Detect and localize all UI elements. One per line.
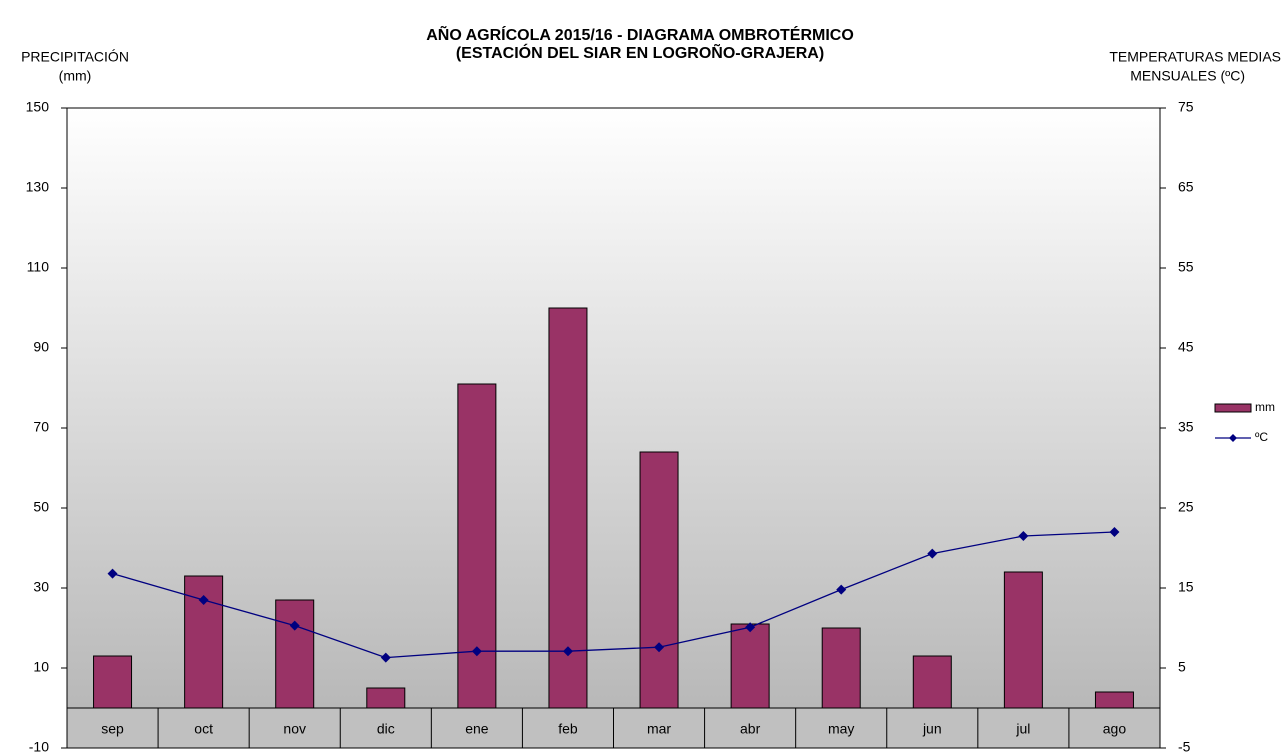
bar xyxy=(366,687,406,709)
bar xyxy=(639,451,679,709)
y-tick-label: 90 xyxy=(33,339,49,355)
bar xyxy=(1094,691,1134,709)
y-tick-label: 30 xyxy=(33,579,49,595)
marker xyxy=(198,595,209,605)
bar xyxy=(548,307,588,709)
y2-tick-label: 35 xyxy=(1178,419,1194,435)
marker xyxy=(654,642,665,653)
bar xyxy=(821,627,861,709)
x-tick-label: dic xyxy=(377,721,395,737)
x-tick-label: oct xyxy=(194,721,213,737)
legend-label: mm xyxy=(1255,400,1275,414)
y-tick-label: 150 xyxy=(26,99,50,115)
x-tick-label: abr xyxy=(740,721,761,737)
marker xyxy=(107,568,118,579)
y-axis-title: PRECIPITACIÓN xyxy=(21,49,129,65)
x-tick-label: ago xyxy=(1103,721,1127,737)
y2-tick-label: 65 xyxy=(1178,179,1194,195)
chart-title: AÑO AGRÍCOLA 2015/16 - DIAGRAMA OMBROTÉR… xyxy=(426,24,854,44)
y2-tick-label: 75 xyxy=(1178,99,1194,115)
bar xyxy=(457,383,497,709)
marker xyxy=(836,584,847,595)
marker xyxy=(471,646,482,657)
x-tick-label: nov xyxy=(283,721,306,737)
legend-marker xyxy=(1229,434,1237,442)
marker xyxy=(562,646,573,657)
y2-axis-title: TEMPERATURAS MEDIAS xyxy=(1109,49,1281,65)
y2-axis-title: MENSUALES (ºC) xyxy=(1130,68,1245,84)
y-tick-label: 70 xyxy=(33,419,49,435)
marker xyxy=(380,652,391,663)
marker xyxy=(927,548,938,559)
x-tick-label: ene xyxy=(465,721,489,737)
legend-swatch xyxy=(1214,403,1252,413)
line xyxy=(112,531,1115,659)
y-tick-label: 110 xyxy=(27,259,50,275)
x-tick-label: may xyxy=(828,721,854,737)
y2-tick-label: 15 xyxy=(1178,579,1194,595)
bar xyxy=(275,599,315,709)
y2-tick-label: 45 xyxy=(1178,339,1194,355)
bar xyxy=(730,623,770,709)
x-tick-label: jul xyxy=(1015,721,1030,737)
marker xyxy=(1109,527,1120,537)
x-tick-label: jun xyxy=(922,721,942,737)
bar xyxy=(912,655,952,709)
y-tick-label: 10 xyxy=(33,659,49,675)
chart-subtitle: (ESTACIÓN DEL SIAR EN LOGROÑO-GRAJERA) xyxy=(456,42,824,62)
y2-tick-label: 5 xyxy=(1178,659,1186,675)
marker xyxy=(289,620,300,631)
x-tick-label: sep xyxy=(101,721,124,737)
marker xyxy=(1018,531,1029,541)
bar xyxy=(1003,571,1043,709)
y-axis-title: (mm) xyxy=(59,68,92,84)
plot-background xyxy=(67,108,1160,708)
x-tick-label: mar xyxy=(647,721,671,737)
y-tick-label: 50 xyxy=(33,499,49,515)
bar xyxy=(184,575,224,709)
plot-border xyxy=(66,107,1161,749)
marker xyxy=(745,622,756,633)
y-tick-label: -10 xyxy=(29,739,49,754)
y2-tick-label: -5 xyxy=(1178,739,1191,754)
y2-tick-label: 55 xyxy=(1178,259,1194,275)
y-tick-label: 130 xyxy=(26,179,50,195)
legend-label: ºC xyxy=(1255,430,1268,444)
bar xyxy=(93,655,133,709)
y2-tick-label: 25 xyxy=(1178,499,1194,515)
x-tick-label: feb xyxy=(558,721,578,737)
